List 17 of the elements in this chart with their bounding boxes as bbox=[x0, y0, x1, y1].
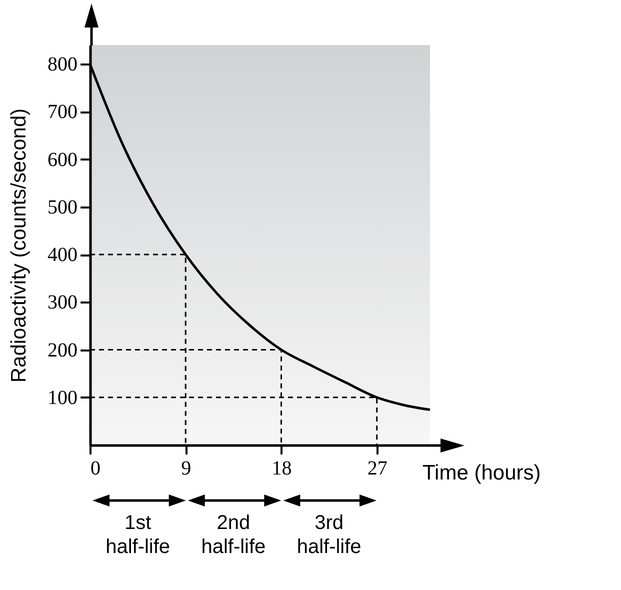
y-axis-title: Radioactivity (counts/second) bbox=[8, 108, 30, 383]
x-tick-label: 27 bbox=[367, 458, 388, 480]
text: 1st half-life bbox=[106, 512, 170, 558]
y-tick-label: 600 bbox=[48, 148, 78, 171]
x-axis-title: Time (hours) bbox=[422, 462, 541, 484]
y-tick-label: 800 bbox=[48, 54, 78, 76]
text: 2nd half-life bbox=[201, 512, 266, 558]
y-tick-label: 500 bbox=[48, 196, 78, 218]
y-tick-label: 300 bbox=[48, 292, 78, 314]
y-tick-label: 400 bbox=[48, 244, 78, 266]
x-tick-label: 9 bbox=[181, 458, 192, 480]
y-tick-label: 200 bbox=[48, 339, 78, 362]
x-tick-label: 18 bbox=[272, 458, 292, 480]
text: 3rd half-life bbox=[296, 512, 362, 558]
x-tick-label: 0 bbox=[90, 458, 100, 480]
y-tick-label: 100 bbox=[48, 386, 78, 409]
y-tick-label: 700 bbox=[48, 101, 78, 124]
